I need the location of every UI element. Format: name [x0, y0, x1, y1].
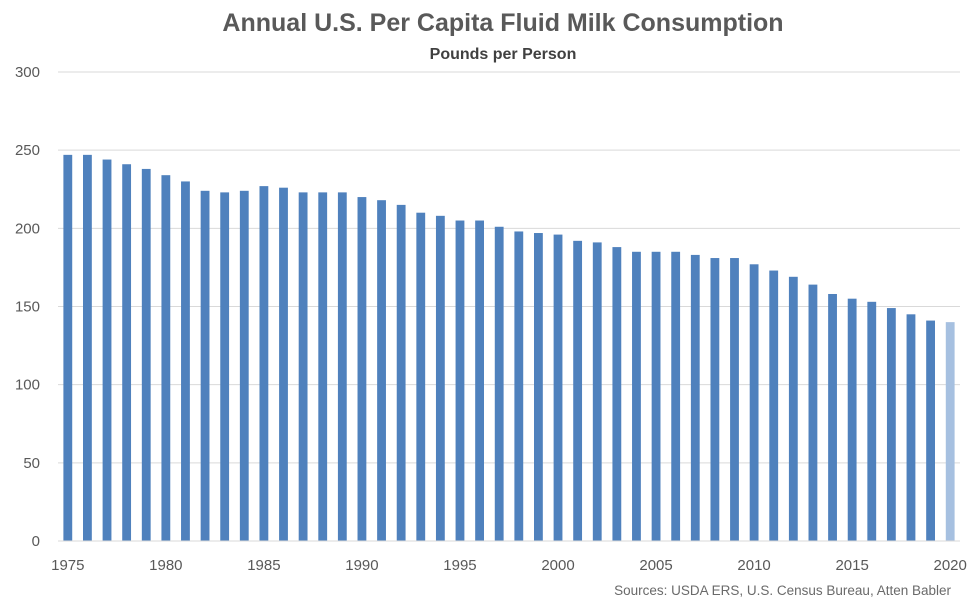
x-tick-label: 2000	[541, 557, 574, 574]
bar-1984	[239, 190, 249, 541]
y-tick-label: 50	[23, 455, 40, 472]
x-tick-label: 1985	[247, 557, 280, 574]
bar-2017	[886, 308, 896, 541]
y-tick-label: 0	[32, 533, 40, 550]
bar-1977	[102, 159, 112, 541]
x-tick-label: 2015	[835, 557, 868, 574]
bar-2004	[632, 251, 641, 542]
bar-2014	[828, 293, 837, 541]
bar-1992	[396, 204, 406, 541]
bar-1990	[357, 197, 367, 542]
bar-1980	[161, 175, 171, 541]
bar-1995	[455, 220, 465, 541]
y-tick-label: 150	[15, 299, 40, 316]
x-tick-label: 1990	[345, 557, 378, 574]
y-tick-label: 200	[15, 220, 40, 237]
bars	[63, 154, 955, 542]
bar-2007	[690, 254, 700, 541]
bar-1978	[122, 164, 132, 541]
y-tick-label: 250	[15, 142, 40, 159]
x-tick-label: 2005	[639, 557, 672, 574]
y-axis-tick-labels: 0 50 100 150 200 250 300	[15, 64, 40, 550]
y-tick-label: 100	[15, 377, 40, 394]
x-tick-label: 1980	[149, 557, 182, 574]
x-axis-tick-labels: 1975 1980 1985 1990 1995 2000 2005 2010 2015 2020	[51, 557, 967, 574]
bar-1987	[298, 192, 308, 542]
bar-1991	[377, 200, 386, 541]
bar-1982	[200, 190, 210, 541]
bar-2003	[612, 247, 622, 542]
bar-1981	[181, 181, 190, 541]
bar-2000	[553, 234, 563, 541]
bar-2009	[730, 258, 739, 541]
bar-1999	[534, 233, 543, 542]
bar-1975	[63, 154, 73, 541]
bar-1985	[259, 186, 269, 541]
bar-2002	[592, 242, 602, 542]
bar-1983	[220, 192, 230, 542]
gridlines	[58, 71, 960, 464]
source-note: Sources: USDA ERS, U.S. Census Bureau, A…	[614, 583, 951, 598]
bar-1993	[416, 212, 426, 541]
y-tick-label: 300	[15, 64, 40, 81]
bar-1976	[83, 154, 92, 541]
bar-2011	[769, 270, 779, 541]
x-tick-label: 1995	[443, 557, 476, 574]
bar-1998	[514, 231, 524, 541]
bar-1979	[141, 168, 151, 541]
bar-2006	[671, 251, 681, 542]
bar-2010	[749, 264, 759, 541]
bar-2018	[906, 314, 916, 541]
bar-2020	[945, 322, 955, 541]
bar-2008	[710, 258, 720, 541]
bar-2015	[847, 298, 857, 541]
chart-subtitle: Pounds per Person	[430, 46, 577, 63]
x-tick-label: 2010	[737, 557, 770, 574]
bar-2019	[926, 320, 935, 541]
bar-1996	[475, 220, 484, 541]
bar-2013	[808, 284, 818, 541]
bar-1989	[337, 192, 347, 542]
bar-2016	[867, 301, 877, 541]
bar-2005	[651, 251, 661, 542]
bar-2012	[788, 276, 798, 541]
bar-1994	[435, 215, 445, 541]
x-tick-label: 2020	[934, 557, 967, 574]
chart-title: Annual U.S. Per Capita Fluid Milk Consum…	[222, 9, 783, 37]
bar-1997	[494, 226, 504, 541]
bar-1986	[279, 187, 288, 542]
bar-2001	[573, 240, 583, 541]
bar-1988	[318, 192, 328, 542]
x-tick-label: 1975	[51, 557, 84, 574]
